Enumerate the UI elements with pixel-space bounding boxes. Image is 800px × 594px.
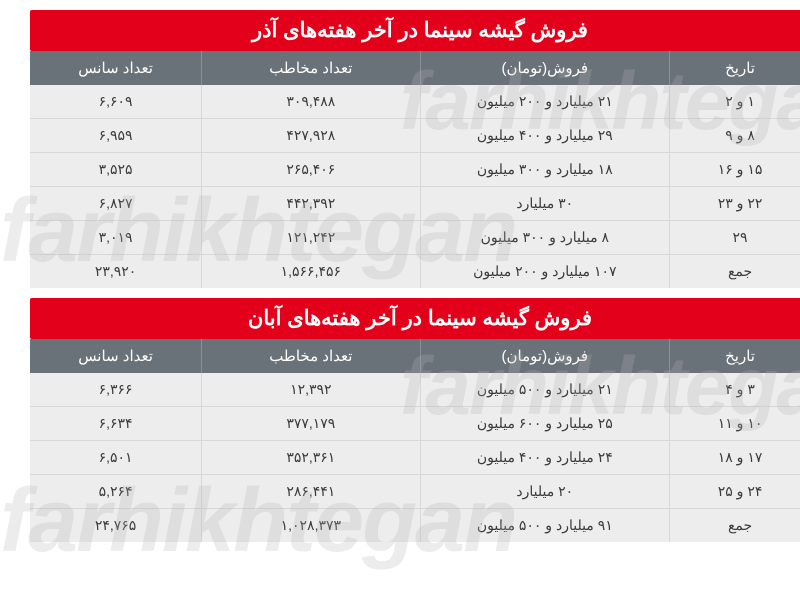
table-cell: ۳۰ میلیارد — [400, 187, 650, 221]
table-cell: ۴۲۷,۹۲۸ — [182, 119, 400, 153]
table-cell: ۳۰۹,۴۸۸ — [182, 85, 400, 119]
table-cell: ۲۶۵,۴۰۶ — [182, 153, 400, 187]
table-row: ۲۲ و ۲۳۳۰ میلیارد۴۴۲,۳۹۲۶,۸۲۷ — [10, 187, 790, 221]
header-row: تاریخ فروش(تومان) تعداد مخاطب تعداد سانس — [10, 339, 790, 373]
table-cell: ۸ و ۹ — [650, 119, 790, 153]
table-cell: ۱۲,۳۹۲ — [182, 373, 400, 407]
table-cell: ۳,۵۲۵ — [10, 153, 182, 187]
table-cell: ۶,۹۵۹ — [10, 119, 182, 153]
table-row: ۱۵ و ۱۶۱۸ میلیارد و ۳۰۰ میلیون۲۶۵,۴۰۶۳,۵… — [10, 153, 790, 187]
table-title: فروش گیشه سینما در آخر هفته‌های آذر — [10, 10, 790, 51]
table-row: ۸ و ۹۲۹ میلیارد و ۴۰۰ میلیون۴۲۷,۹۲۸۶,۹۵۹ — [10, 119, 790, 153]
table-title: فروش گیشه سینما در آخر هفته‌های آبان — [10, 298, 790, 339]
table-cell: ۹۱ میلیارد و ۵۰۰ میلیون — [400, 509, 650, 543]
table-cell: ۱۲۱,۲۴۲ — [182, 221, 400, 255]
table-cell: ۱,۵۶۶,۴۵۶ — [182, 255, 400, 289]
table-cell: جمع — [650, 255, 790, 289]
table-cell: ۲۱ میلیارد و ۲۰۰ میلیون — [400, 85, 650, 119]
table-cell: ۱۷ و ۱۸ — [650, 441, 790, 475]
table-cell: ۲۱ میلیارد و ۵۰۰ میلیون — [400, 373, 650, 407]
table-cell: جمع — [650, 509, 790, 543]
table-row: ۲۹۸ میلیارد و ۳۰۰ میلیون۱۲۱,۲۴۲۳,۰۱۹ — [10, 221, 790, 255]
table-cell: ۶,۵۰۱ — [10, 441, 182, 475]
col-date: تاریخ — [650, 51, 790, 85]
table-row: ۱ و ۲۲۱ میلیارد و ۲۰۰ میلیون۳۰۹,۴۸۸۶,۶۰۹ — [10, 85, 790, 119]
table-cell: ۸ میلیارد و ۳۰۰ میلیون — [400, 221, 650, 255]
table-row: جمع۱۰۷ میلیارد و ۲۰۰ میلیون۱,۵۶۶,۴۵۶۲۳,۹… — [10, 255, 790, 289]
table-cell: ۳۵۲,۳۶۱ — [182, 441, 400, 475]
table-cell: ۲۰ میلیارد — [400, 475, 650, 509]
header-row: تاریخ فروش(تومان) تعداد مخاطب تعداد سانس — [10, 51, 790, 85]
table-azar: فروش گیشه سینما در آخر هفته‌های آذر تاری… — [10, 10, 790, 288]
col-audience: تعداد مخاطب — [182, 339, 400, 373]
table-cell: ۳,۰۱۹ — [10, 221, 182, 255]
table-cell: ۲۹ میلیارد و ۴۰۰ میلیون — [400, 119, 650, 153]
col-sales: فروش(تومان) — [400, 339, 650, 373]
col-sessions: تعداد سانس — [10, 51, 182, 85]
data-table: تاریخ فروش(تومان) تعداد مخاطب تعداد سانس… — [10, 51, 790, 288]
table-cell: ۶,۶۳۴ — [10, 407, 182, 441]
table-cell: ۱۰۷ میلیارد و ۲۰۰ میلیون — [400, 255, 650, 289]
col-audience: تعداد مخاطب — [182, 51, 400, 85]
table-cell: ۲۴ و ۲۵ — [650, 475, 790, 509]
table-cell: ۱,۰۲۸,۳۷۳ — [182, 509, 400, 543]
table-cell: ۲۴,۷۶۵ — [10, 509, 182, 543]
table-cell: ۲۵ میلیارد و ۶۰۰ میلیون — [400, 407, 650, 441]
table-cell: ۵,۲۶۴ — [10, 475, 182, 509]
table-cell: ۶,۳۶۶ — [10, 373, 182, 407]
table-cell: ۳۷۷,۱۷۹ — [182, 407, 400, 441]
table-row: ۱۰ و ۱۱۲۵ میلیارد و ۶۰۰ میلیون۳۷۷,۱۷۹۶,۶… — [10, 407, 790, 441]
table-cell: ۶,۸۲۷ — [10, 187, 182, 221]
table-cell: ۱ و ۲ — [650, 85, 790, 119]
table-cell: ۴۴۲,۳۹۲ — [182, 187, 400, 221]
table-cell: ۳ و ۴ — [650, 373, 790, 407]
table-body: ۳ و ۴۲۱ میلیارد و ۵۰۰ میلیون۱۲,۳۹۲۶,۳۶۶۱… — [10, 373, 790, 542]
table-cell: ۲۸۶,۴۴۱ — [182, 475, 400, 509]
table-row: ۳ و ۴۲۱ میلیارد و ۵۰۰ میلیون۱۲,۳۹۲۶,۳۶۶ — [10, 373, 790, 407]
data-table: تاریخ فروش(تومان) تعداد مخاطب تعداد سانس… — [10, 339, 790, 542]
table-row: جمع۹۱ میلیارد و ۵۰۰ میلیون۱,۰۲۸,۳۷۳۲۴,۷۶… — [10, 509, 790, 543]
table-row: ۲۴ و ۲۵۲۰ میلیارد۲۸۶,۴۴۱۵,۲۶۴ — [10, 475, 790, 509]
table-aban: فروش گیشه سینما در آخر هفته‌های آبان تار… — [10, 298, 790, 542]
table-cell: ۱۰ و ۱۱ — [650, 407, 790, 441]
tables-container: فروش گیشه سینما در آخر هفته‌های آذر تاری… — [0, 0, 800, 594]
table-cell: ۱۸ میلیارد و ۳۰۰ میلیون — [400, 153, 650, 187]
col-sales: فروش(تومان) — [400, 51, 650, 85]
col-date: تاریخ — [650, 339, 790, 373]
table-cell: ۲۴ میلیارد و ۴۰۰ میلیون — [400, 441, 650, 475]
col-sessions: تعداد سانس — [10, 339, 182, 373]
table-cell: ۲۳,۹۲۰ — [10, 255, 182, 289]
table-body: ۱ و ۲۲۱ میلیارد و ۲۰۰ میلیون۳۰۹,۴۸۸۶,۶۰۹… — [10, 85, 790, 288]
table-row: ۱۷ و ۱۸۲۴ میلیارد و ۴۰۰ میلیون۳۵۲,۳۶۱۶,۵… — [10, 441, 790, 475]
table-cell: ۲۹ — [650, 221, 790, 255]
table-cell: ۱۵ و ۱۶ — [650, 153, 790, 187]
table-cell: ۶,۶۰۹ — [10, 85, 182, 119]
table-cell: ۲۲ و ۲۳ — [650, 187, 790, 221]
